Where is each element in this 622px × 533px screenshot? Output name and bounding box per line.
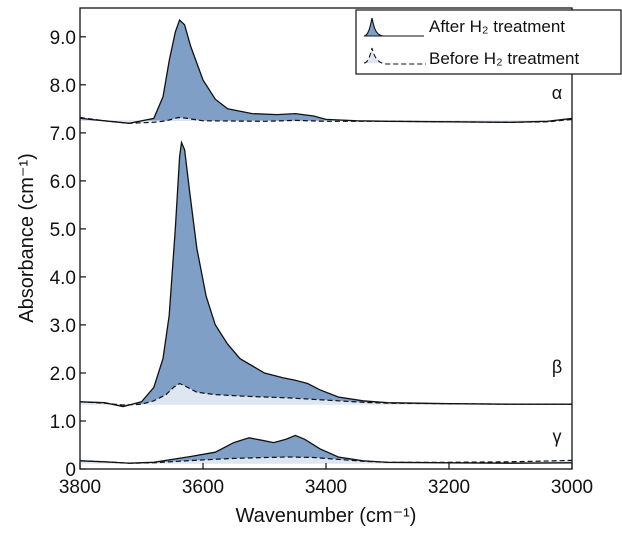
y-tick-label: 4.0 [50,268,76,289]
x-tick-label: 3600 [182,477,224,498]
x-ticks: 3800 3600 3400 3200 3000 [59,463,593,498]
after-area-beta [80,142,572,407]
x-tick-label: 3400 [305,477,347,498]
y-tick-label: 3.0 [50,316,76,337]
y-tick-label: 7.0 [50,124,76,145]
after-line-beta [79,140,572,408]
before-area-beta [80,383,572,406]
y-tick-label: 0 [65,460,76,481]
y-tick-label: 5.0 [50,220,76,241]
y-tick-label: 1.0 [50,412,76,433]
legend-after-label: After H₂ treatment [429,17,565,36]
legend-before-swatch [364,48,426,64]
sample-label-beta: β [552,357,562,377]
series-alpha [79,18,573,124]
sample-labels: α β γ [552,83,562,446]
x-tick-label: 3000 [551,477,593,498]
y-axis-title: Absorbance (cm⁻¹) [16,153,38,323]
series-beta [79,140,572,408]
sample-label-alpha: α [552,83,562,103]
legend-after-swatch [363,17,424,37]
legend: After H₂ treatment Before H₂ treatment [355,9,622,75]
x-tick-label: 3800 [59,477,101,498]
legend-before-line [363,47,426,65]
after-line-alpha [79,18,573,124]
series-gamma [79,434,573,464]
y-tick-label: 8.0 [50,76,76,97]
legend-box [355,9,622,75]
after-area-gamma [80,435,572,464]
x-axis-title: Wavenumber (cm⁻¹) [236,505,417,527]
before-line-beta [79,382,572,406]
y-tick-label: 9.0 [50,28,76,49]
x-tick-label: 3200 [428,477,470,498]
before-line-gamma [79,456,573,464]
y-tick-label: 2.0 [50,364,76,385]
before-line-alpha [79,116,573,124]
series-layer [79,18,573,464]
before-area-gamma [80,457,572,464]
after-area-alpha [80,20,572,124]
y-tick-label: 6.0 [50,172,76,193]
legend-before-label: Before H₂ treatment [429,49,579,68]
y-ticks: 0 1.0 2.0 3.0 4.0 5.0 6.0 7.0 8.0 9.0 [50,28,86,481]
sample-label-gamma: γ [553,427,562,447]
